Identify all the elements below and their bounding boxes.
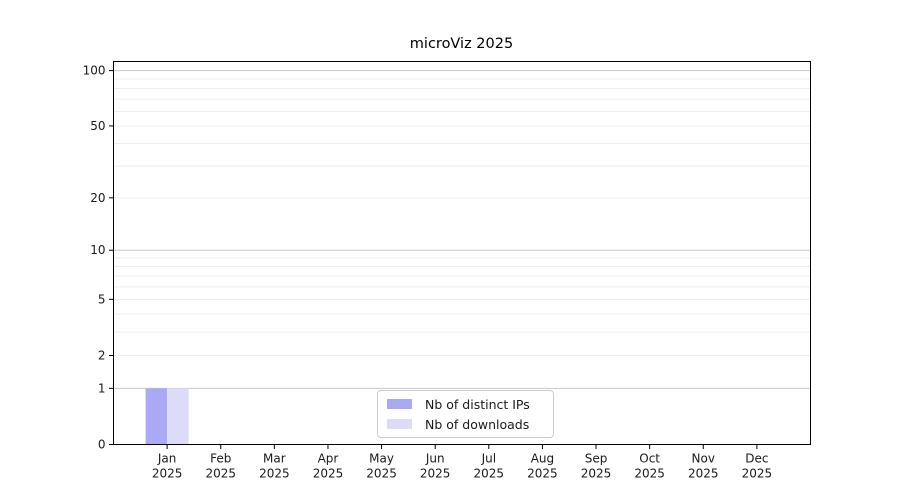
x-tick-label-month: Sep bbox=[585, 452, 608, 466]
x-tick-label-month: Mar bbox=[263, 452, 286, 466]
y-tick-label: 50 bbox=[90, 119, 105, 133]
legend-label-downloads: Nb of downloads bbox=[425, 416, 530, 432]
x-tick-label-month: Nov bbox=[692, 452, 715, 466]
x-tick-label-month: Jan bbox=[157, 452, 177, 466]
x-tick-label-year: 2025 bbox=[366, 467, 397, 481]
x-tick-label-year: 2025 bbox=[581, 467, 612, 481]
x-tick-label-year: 2025 bbox=[259, 467, 290, 481]
y-tick-label: 10 bbox=[90, 243, 105, 257]
legend-swatch-distinct-ips bbox=[387, 399, 412, 409]
y-tick-label: 0 bbox=[98, 438, 106, 452]
x-tick-label-month: Apr bbox=[318, 452, 339, 466]
legend-item-distinct-ips: Nb of distinct IPs bbox=[387, 397, 544, 412]
x-tick-label-month: Feb bbox=[210, 452, 231, 466]
y-tick-label: 100 bbox=[83, 64, 106, 78]
y-tick-label: 2 bbox=[98, 348, 106, 362]
x-tick-label-year: 2025 bbox=[688, 467, 719, 481]
legend-swatch-downloads bbox=[387, 419, 412, 429]
legend-item-downloads: Nb of downloads bbox=[387, 417, 544, 432]
x-tick-label-year: 2025 bbox=[527, 467, 558, 481]
chart-title: microViz 2025 bbox=[409, 36, 514, 52]
x-tick-label-month: Jun bbox=[425, 452, 445, 466]
x-tick-label-month: May bbox=[369, 452, 394, 466]
x-tick-label-year: 2025 bbox=[742, 467, 773, 481]
x-tick-label-year: 2025 bbox=[152, 467, 183, 481]
x-tick-label-year: 2025 bbox=[634, 467, 665, 481]
legend: Nb of distinct IPs Nb of downloads bbox=[377, 390, 554, 438]
y-tick-label: 1 bbox=[98, 381, 106, 395]
x-tick-label-year: 2025 bbox=[205, 467, 236, 481]
x-tick-label-year: 2025 bbox=[420, 467, 451, 481]
x-tick-label-year: 2025 bbox=[474, 467, 505, 481]
legend-label-distinct-ips: Nb of distinct IPs bbox=[425, 396, 530, 412]
x-tick-label-month: Dec bbox=[745, 452, 768, 466]
y-tick-label: 20 bbox=[90, 191, 105, 205]
y-tick-label: 5 bbox=[98, 292, 106, 306]
bar-nb-of-distinct-ips bbox=[145, 388, 168, 445]
x-tick-label-year: 2025 bbox=[313, 467, 344, 481]
bar-nb-of-downloads bbox=[167, 388, 189, 445]
plot-box bbox=[113, 61, 811, 445]
x-tick-label-month: Jul bbox=[481, 452, 496, 466]
x-tick-label-month: Oct bbox=[639, 452, 660, 466]
x-tick-label-month: Aug bbox=[531, 452, 554, 466]
